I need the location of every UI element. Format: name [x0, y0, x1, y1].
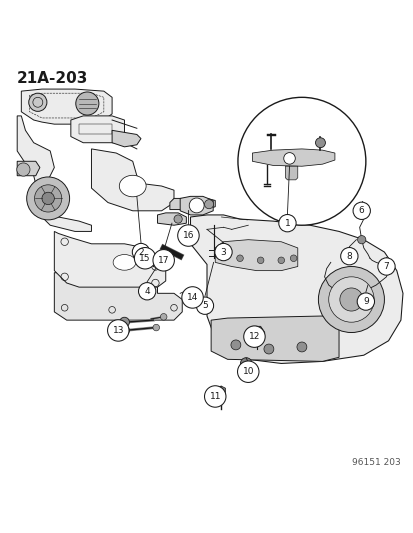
Text: 2: 2	[138, 247, 143, 256]
Text: 10: 10	[242, 367, 254, 376]
Polygon shape	[252, 149, 334, 166]
Circle shape	[315, 138, 325, 148]
Circle shape	[152, 249, 174, 271]
Circle shape	[132, 244, 149, 261]
Polygon shape	[215, 240, 297, 271]
Circle shape	[152, 324, 159, 331]
Circle shape	[277, 257, 284, 264]
Circle shape	[237, 361, 259, 383]
Polygon shape	[169, 198, 215, 209]
Text: 13: 13	[112, 326, 124, 335]
Circle shape	[240, 358, 252, 369]
Circle shape	[204, 386, 225, 407]
Circle shape	[290, 255, 296, 262]
Circle shape	[296, 342, 306, 352]
Text: 5: 5	[202, 301, 207, 310]
Circle shape	[177, 225, 199, 246]
Circle shape	[356, 293, 374, 310]
Circle shape	[339, 288, 362, 311]
Polygon shape	[91, 149, 173, 211]
Polygon shape	[217, 386, 225, 399]
Text: 9: 9	[362, 297, 368, 306]
Polygon shape	[54, 231, 165, 287]
Circle shape	[173, 215, 182, 223]
Text: 7: 7	[383, 262, 388, 271]
Circle shape	[328, 277, 373, 322]
Circle shape	[318, 266, 384, 333]
Circle shape	[134, 247, 155, 269]
Text: 17: 17	[157, 256, 169, 265]
Circle shape	[340, 247, 357, 265]
Polygon shape	[17, 161, 40, 176]
Text: 96151 203: 96151 203	[351, 458, 400, 466]
Text: 11: 11	[209, 392, 221, 401]
Polygon shape	[248, 326, 264, 341]
Text: 8: 8	[346, 252, 351, 261]
Polygon shape	[54, 273, 182, 320]
Circle shape	[381, 262, 391, 271]
Circle shape	[377, 258, 394, 275]
Circle shape	[352, 202, 370, 220]
Polygon shape	[17, 116, 91, 231]
Circle shape	[76, 92, 99, 115]
Circle shape	[357, 236, 365, 244]
Circle shape	[220, 253, 226, 260]
Circle shape	[34, 185, 62, 212]
Circle shape	[263, 344, 273, 354]
Circle shape	[107, 320, 129, 341]
Circle shape	[119, 326, 129, 335]
Circle shape	[138, 282, 155, 300]
Circle shape	[189, 198, 204, 213]
Polygon shape	[71, 116, 124, 143]
Circle shape	[26, 177, 69, 220]
Circle shape	[283, 152, 294, 164]
Polygon shape	[21, 89, 112, 124]
Text: 6: 6	[358, 206, 364, 215]
Text: 21A-203: 21A-203	[17, 70, 88, 85]
Ellipse shape	[113, 255, 135, 270]
Polygon shape	[112, 131, 141, 147]
Circle shape	[278, 214, 295, 232]
Circle shape	[17, 163, 30, 176]
Polygon shape	[157, 213, 186, 225]
Text: 1: 1	[284, 219, 290, 228]
Text: 3: 3	[220, 247, 226, 256]
Circle shape	[204, 200, 213, 209]
Text: 14: 14	[186, 293, 198, 302]
Text: 16: 16	[182, 231, 194, 240]
Circle shape	[160, 313, 166, 320]
Circle shape	[28, 93, 47, 111]
Circle shape	[42, 192, 54, 205]
Polygon shape	[211, 316, 338, 361]
Ellipse shape	[119, 175, 146, 197]
Text: 12: 12	[248, 332, 259, 341]
Text: 4: 4	[144, 287, 150, 296]
Polygon shape	[180, 196, 213, 215]
Text: 15: 15	[139, 254, 150, 263]
Polygon shape	[190, 215, 402, 364]
Circle shape	[196, 297, 213, 314]
Circle shape	[214, 244, 232, 261]
Polygon shape	[285, 166, 297, 180]
Circle shape	[237, 98, 365, 225]
Circle shape	[257, 257, 263, 264]
Circle shape	[119, 317, 129, 327]
Circle shape	[243, 326, 265, 348]
Circle shape	[230, 340, 240, 350]
Circle shape	[181, 287, 203, 308]
Circle shape	[236, 255, 243, 262]
